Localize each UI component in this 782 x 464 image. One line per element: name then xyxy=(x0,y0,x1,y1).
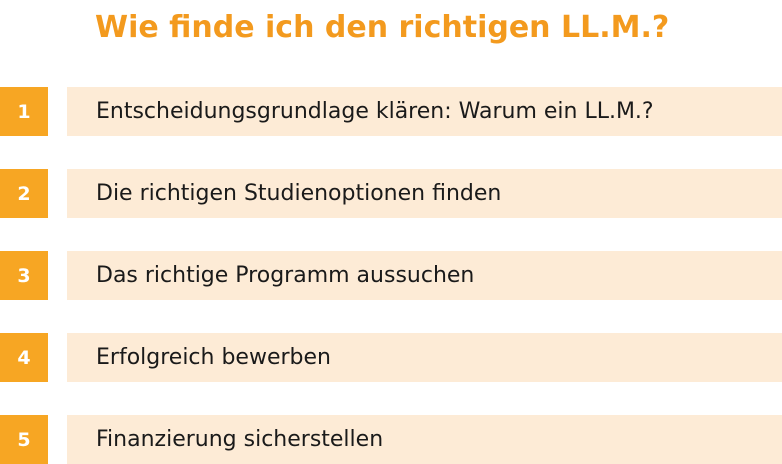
step-label: Erfolgreich bewerben xyxy=(67,333,782,382)
step-3: 3 Das richtige Programm aussuchen xyxy=(0,251,782,300)
step-label: Das richtige Programm aussuchen xyxy=(67,251,782,300)
step-label: Die richtigen Studienoptionen finden xyxy=(67,169,782,218)
page-title: Wie finde ich den richtigen LL.M.? xyxy=(95,10,670,45)
step-number: 5 xyxy=(0,415,48,464)
steps-list: 1 Entscheidungsgrundlage klären: Warum e… xyxy=(0,87,782,464)
step-number: 1 xyxy=(0,87,48,136)
step-label: Finanzierung sicherstellen xyxy=(67,415,782,464)
step-number: 4 xyxy=(0,333,48,382)
step-5: 5 Finanzierung sicherstellen xyxy=(0,415,782,464)
step-number: 2 xyxy=(0,169,48,218)
step-1: 1 Entscheidungsgrundlage klären: Warum e… xyxy=(0,87,782,136)
step-label: Entscheidungsgrundlage klären: Warum ein… xyxy=(67,87,782,136)
step-number: 3 xyxy=(0,251,48,300)
step-2: 2 Die richtigen Studienoptionen finden xyxy=(0,169,782,218)
step-4: 4 Erfolgreich bewerben xyxy=(0,333,782,382)
